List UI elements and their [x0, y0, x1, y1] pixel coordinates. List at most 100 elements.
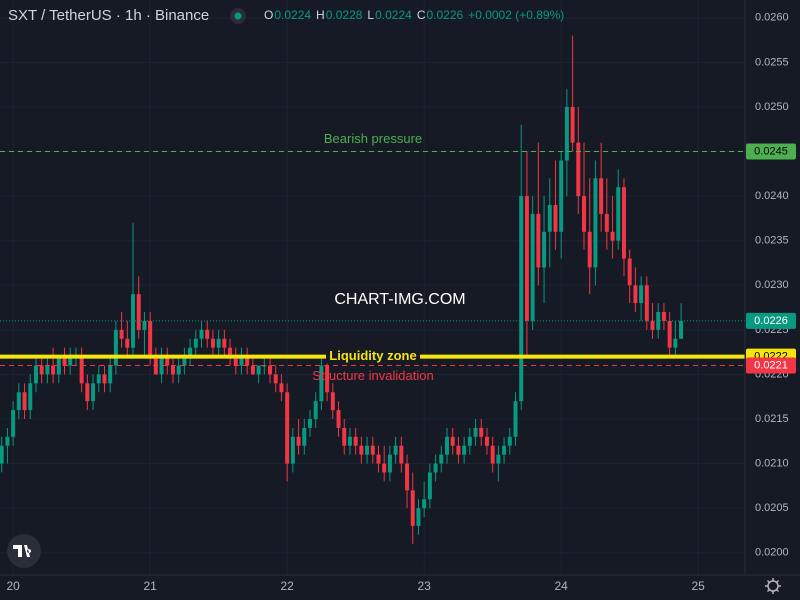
level-label-bg — [326, 349, 420, 364]
x-tick-label: 25 — [692, 579, 706, 593]
candle-body — [296, 436, 301, 446]
candle-body — [319, 365, 324, 402]
candle-body — [68, 356, 73, 366]
candle-body — [513, 401, 518, 437]
level-tag: 0.0245 — [754, 145, 788, 157]
tv-logo-mark[interactable] — [13, 545, 32, 557]
candle-body — [307, 418, 312, 428]
tv-logo-bg[interactable] — [7, 534, 41, 568]
y-tick-label: 0.0250 — [755, 101, 789, 113]
x-tick-label: 24 — [554, 579, 568, 593]
plot — [0, 35, 684, 544]
candle-body — [45, 365, 50, 375]
ohlc-label: O — [264, 8, 273, 22]
candle-body — [627, 258, 632, 286]
y-tick-label: 0.0260 — [755, 12, 789, 24]
candle-body — [279, 383, 284, 393]
last-price-tag-bg — [746, 312, 796, 329]
candle-body — [445, 436, 449, 455]
candle-body — [427, 472, 432, 500]
last-price-tag: 0.0226 — [754, 315, 788, 327]
eye-icon[interactable] — [230, 8, 246, 24]
eye-icon-dot[interactable] — [234, 12, 242, 20]
candle-body — [405, 463, 410, 491]
ohlc-value: 0.0224 — [375, 8, 412, 22]
level-label: Structure invalidation — [312, 368, 433, 383]
candle-body — [582, 196, 587, 232]
candle-body — [644, 285, 649, 321]
settings-teeth[interactable] — [765, 578, 781, 594]
candle-body — [233, 356, 238, 366]
candle-body — [148, 320, 153, 357]
ohlc-change: +0.0002 (+0.89%) — [468, 8, 564, 22]
candle-body — [142, 320, 147, 330]
candle-body — [462, 445, 467, 455]
candle-body — [16, 392, 21, 411]
candle-body — [51, 365, 56, 375]
candle-body — [11, 410, 16, 437]
ohlc-label: C — [417, 8, 426, 22]
candle-body — [290, 436, 295, 464]
candle-body — [673, 338, 678, 348]
candle-body — [85, 383, 90, 402]
candle-body — [559, 160, 564, 232]
candle-body — [313, 401, 318, 419]
x-tick-label: 21 — [143, 579, 157, 593]
candle-body — [599, 178, 604, 214]
candle-body — [268, 365, 273, 375]
candle-body — [376, 454, 381, 464]
candle-body — [387, 454, 392, 473]
y-tick-label: 0.0230 — [755, 279, 789, 291]
candle-body — [353, 436, 358, 446]
settings-icon[interactable] — [765, 578, 781, 594]
candle-body — [490, 445, 495, 464]
candle-body — [570, 106, 575, 143]
candle-body — [285, 392, 290, 464]
candle-body — [159, 356, 164, 375]
candle-body — [193, 338, 198, 348]
candle-body — [33, 365, 38, 384]
candle-body — [79, 356, 84, 384]
y-tick-label: 0.0205 — [755, 502, 789, 514]
x-tick-label: 23 — [417, 579, 431, 593]
y-tick-label: 0.0255 — [755, 56, 789, 68]
candle-body — [108, 365, 113, 384]
candle-body — [39, 365, 44, 375]
level-tag: 0.0221 — [754, 359, 788, 371]
candle-body — [576, 142, 581, 197]
candle-body — [542, 231, 547, 268]
candle-body — [119, 329, 124, 339]
candle-body — [199, 329, 204, 339]
candle-body — [547, 205, 552, 232]
candle-body — [245, 356, 250, 366]
candle-body — [667, 320, 672, 348]
candle-body — [439, 454, 444, 464]
candle-body — [530, 213, 535, 321]
candle-body — [96, 374, 101, 384]
candle-body — [165, 356, 170, 366]
chart-title: SXT / TetherUS · 1h · Binance — [8, 7, 209, 24]
candle-body — [22, 392, 27, 411]
ohlc-value: 0.0228 — [326, 8, 363, 22]
level-tag-bg — [746, 357, 796, 374]
y-tick-label: 0.0210 — [755, 457, 789, 469]
level-label: Liquidity zone — [329, 348, 416, 363]
candle-body — [216, 338, 221, 348]
axis: 0.02000.02050.02100.02150.02200.02250.02… — [6, 12, 796, 593]
candle-body — [273, 374, 278, 384]
candle-body — [365, 445, 370, 455]
candle-body — [422, 499, 427, 509]
candle-body — [456, 445, 461, 455]
candle-body — [587, 231, 592, 268]
tv-logo[interactable] — [7, 534, 41, 568]
candle-body — [28, 383, 33, 411]
candle-body — [604, 213, 609, 232]
candle-body — [62, 356, 67, 366]
candle-body — [256, 365, 261, 375]
candle-body — [399, 445, 404, 464]
candle-body — [467, 436, 472, 446]
overlay: Bearish pressure Liquidity zone Structure … — [0, 131, 745, 383]
candle-body — [393, 445, 398, 455]
candle-body — [210, 338, 215, 348]
